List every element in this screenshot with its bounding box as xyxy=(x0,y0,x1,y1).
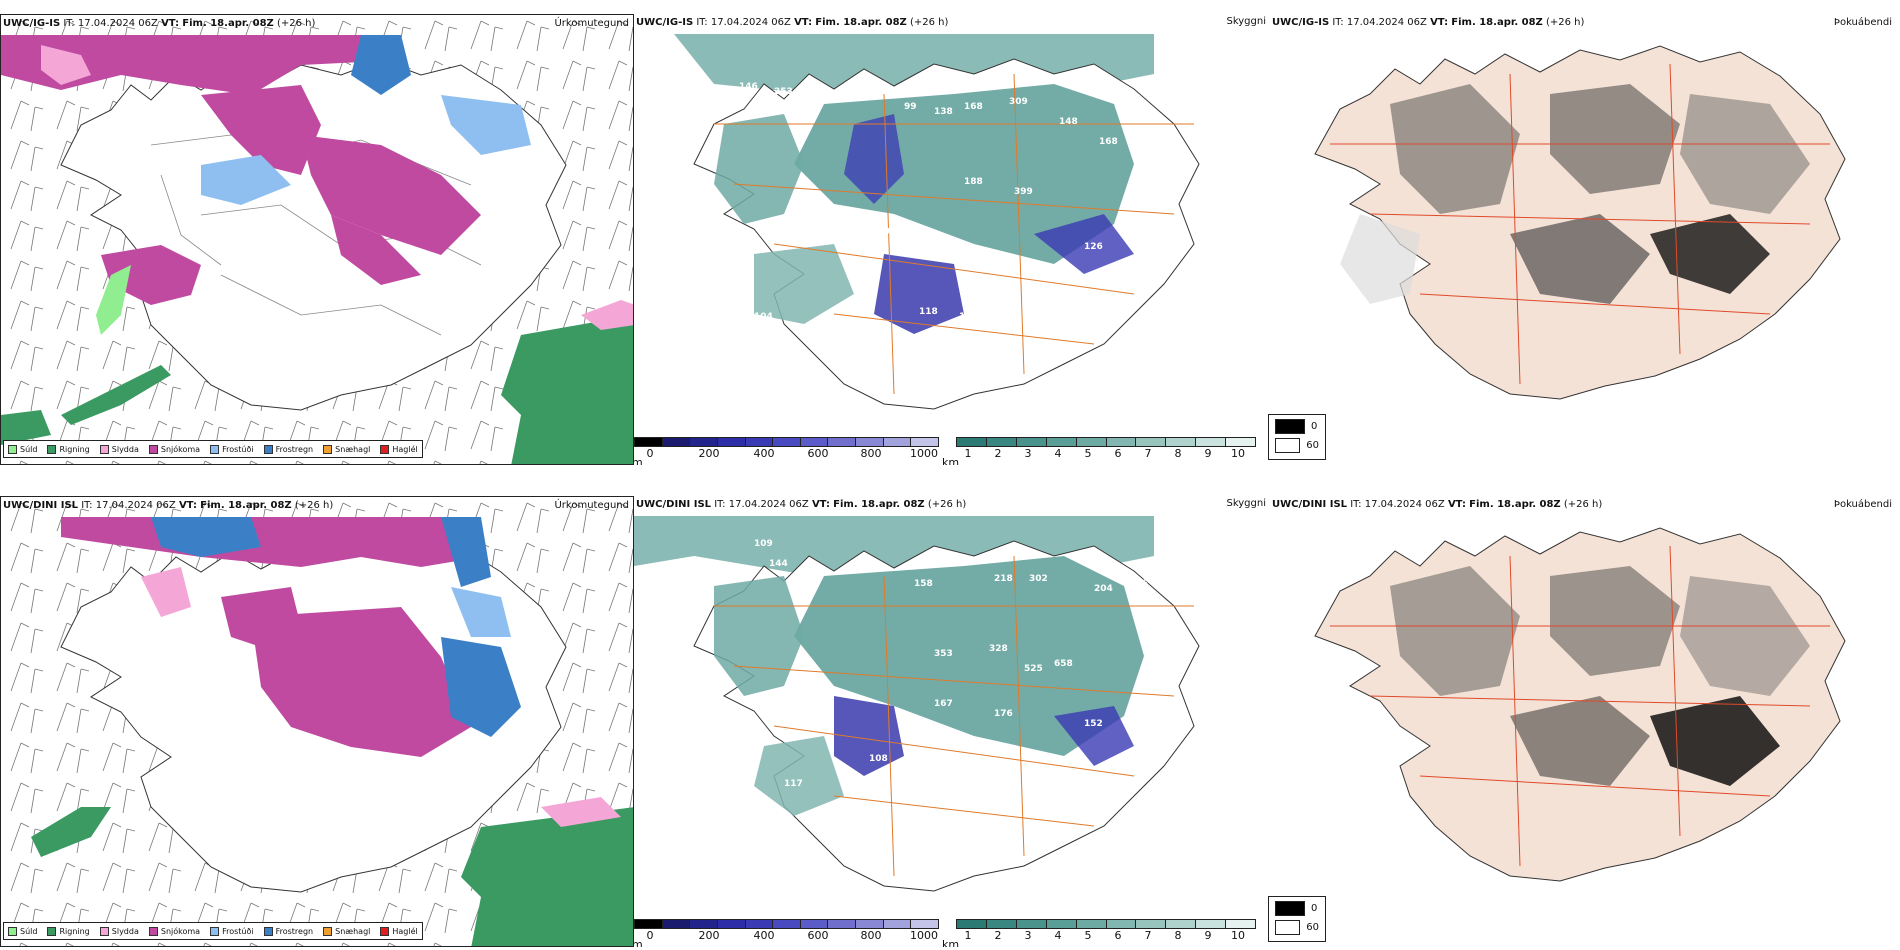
legend-item: Haglél xyxy=(380,926,418,936)
legend-item: Rigning xyxy=(47,926,90,936)
legend-item: Snæhagl xyxy=(323,926,370,936)
colorbar-cells xyxy=(956,919,1256,929)
legend-item: Frostregn xyxy=(263,926,313,936)
cloud-label: 525 xyxy=(1024,664,1043,674)
cloud-label: 328 xyxy=(989,644,1008,654)
rain-area xyxy=(501,315,633,464)
colorbar-ticks: m 0 200 400 600 800 1000 xyxy=(634,929,939,947)
precip-type-panel-top: UWC/IG-IS IT: 17.04.2024 06Z VT: Fim. 18… xyxy=(0,14,634,465)
panel-header: UWC/DINI ISL IT: 17.04.2024 06Z VT: Fim.… xyxy=(1272,499,1603,510)
cloud-label: 152 xyxy=(1084,719,1103,729)
cloud-visibility-map: 109 144 158 218 302 204 506 353 328 525 … xyxy=(634,516,1200,892)
colorbar-unit: km xyxy=(942,938,960,947)
legend-item: Súld xyxy=(8,926,37,936)
rain-area xyxy=(461,807,633,946)
cloud-label: 168 xyxy=(1099,137,1118,147)
cloud-label: 144 xyxy=(769,559,788,569)
visibility-colorbar: km 1 2 3 4 5 6 7 8 9 10 xyxy=(942,919,1256,947)
cloud-label: 253 xyxy=(774,87,793,97)
colorbar-ticks: km 1 2 3 4 5 6 7 8 9 10 xyxy=(942,447,1256,465)
precip-type-panel-bottom: UWC/DINI ISL IT: 17.04.2024 06Z VT: Fim.… xyxy=(0,496,634,947)
cloud-label: 399 xyxy=(1014,187,1033,197)
cloud-label: 109 xyxy=(754,539,773,549)
cloud-label: 158 xyxy=(914,579,933,589)
legend-item: Frostúði xyxy=(210,926,254,936)
colorbar-cells xyxy=(634,437,939,447)
cloud-visibility-panel-bottom: UWC/DINI ISL IT: 17.04.2024 06Z VT: Fim.… xyxy=(634,496,1270,947)
cloud-visibility-panel-top: UWC/IG-IS IT: 17.04.2024 06Z VT: Fim. 18… xyxy=(634,14,1270,465)
ceiling-labels: 146 253 99 138 168 309 148 168 188 399 9… xyxy=(739,82,1118,322)
colorbar-unit: m xyxy=(634,456,643,465)
legend-item: Slydda xyxy=(99,444,139,454)
ceiling-colorbar: m 0 200 400 600 800 1000 xyxy=(634,919,939,947)
fog-map xyxy=(1314,527,1846,882)
legend-item: Rigning xyxy=(47,444,90,454)
cloud-label: 167 xyxy=(934,699,953,709)
panel-header: UWC/IG-IS IT: 17.04.2024 06Z VT: Fim. 18… xyxy=(636,17,949,28)
variable-title: Úrkomutegund xyxy=(554,18,629,29)
cloud-label: 138 xyxy=(934,107,953,117)
cloud-label: 104 xyxy=(754,312,773,322)
precip-legend: Súld Rigning Slydda Snjókoma Frostúði Fr… xyxy=(3,440,423,458)
cloud-label: 138 xyxy=(959,312,978,322)
fog-legend-top: 0 60 xyxy=(1268,414,1326,460)
ceiling-colorbar: m 0 200 400 600 800 1000 xyxy=(634,437,939,465)
cloud-label: 302 xyxy=(1029,574,1048,584)
panel-header: UWC/IG-IS IT: 17.04.2024 06Z VT: Fim. 18… xyxy=(3,18,316,29)
visibility-colorbar: km 1 2 3 4 5 6 7 8 9 10 xyxy=(942,437,1256,465)
cloud-label: 309 xyxy=(1009,97,1028,107)
cloud-label: 218 xyxy=(994,574,1013,584)
fog-panel-top: UWC/IG-IS IT: 17.04.2024 06Z VT: Fim. 18… xyxy=(1270,14,1900,414)
cloud-label: 146 xyxy=(739,82,758,92)
variable-title: Skyggni xyxy=(1226,16,1266,27)
cloud-label: 188 xyxy=(964,177,983,187)
legend-item: Snæhagl xyxy=(323,444,370,454)
cloud-label: 97 xyxy=(884,227,897,237)
fog-legend-bottom: 0 60 xyxy=(1268,896,1326,942)
legend-item: Súld xyxy=(8,444,37,454)
colorbar-cells xyxy=(634,919,939,929)
snow-area xyxy=(1,35,401,95)
variable-title: Þokuábendi xyxy=(1833,499,1892,510)
colorbar-cells xyxy=(956,437,1256,447)
precip-legend: Súld Rigning Slydda Snjókoma Frostúði Fr… xyxy=(3,922,423,940)
cloud-label: 176 xyxy=(994,709,1013,719)
colorbar-ticks: m 0 200 400 600 800 1000 xyxy=(634,447,939,465)
cloud-visibility-map: 146 253 99 138 168 309 148 168 188 399 9… xyxy=(674,34,1200,410)
colorbar-ticks: km 1 2 3 4 5 6 7 8 9 10 xyxy=(942,929,1256,947)
cloud-label: 126 xyxy=(1084,242,1103,252)
fog-panel-bottom: UWC/DINI ISL IT: 17.04.2024 06Z VT: Fim.… xyxy=(1270,496,1900,896)
legend-item: Frostregn xyxy=(263,444,313,454)
cloud-label: 353 xyxy=(934,649,953,659)
colorbar-unit: m xyxy=(634,938,643,947)
legend-item: Frostúði xyxy=(210,444,254,454)
cloud-label: 99 xyxy=(904,102,917,112)
cloud-label: 658 xyxy=(1054,659,1073,669)
cloud-label: 118 xyxy=(919,307,938,317)
cloud-label: 204 xyxy=(1094,584,1113,594)
cloud-label: 117 xyxy=(784,779,803,789)
legend-item: Slydda xyxy=(99,926,139,936)
variable-title: Úrkomutegund xyxy=(554,500,629,511)
cloud-label: 148 xyxy=(1059,117,1078,127)
panel-header: UWC/DINI ISL IT: 17.04.2024 06Z VT: Fim.… xyxy=(3,500,334,511)
ceiling-labels: 109 144 158 218 302 204 506 353 328 525 … xyxy=(754,539,1148,789)
cloud-label: 70 xyxy=(964,769,977,779)
variable-title: Skyggni xyxy=(1226,498,1266,509)
legend-item: Snjókoma xyxy=(148,444,200,454)
panel-header: UWC/IG-IS IT: 17.04.2024 06Z VT: Fim. 18… xyxy=(1272,17,1585,28)
precip-type-map xyxy=(1,15,633,464)
variable-title: Þokuábendi xyxy=(1833,17,1892,28)
legend-item: Haglél xyxy=(380,444,418,454)
cloud-label: 506 xyxy=(1129,579,1148,589)
fog-map xyxy=(1314,45,1846,400)
cloud-label: 168 xyxy=(964,102,983,112)
colorbar-unit: km xyxy=(942,456,960,465)
precip-type-map xyxy=(1,497,633,946)
panel-header: UWC/DINI ISL IT: 17.04.2024 06Z VT: Fim.… xyxy=(636,499,967,510)
cloud-label: 108 xyxy=(869,754,888,764)
legend-item: Snjókoma xyxy=(148,926,200,936)
